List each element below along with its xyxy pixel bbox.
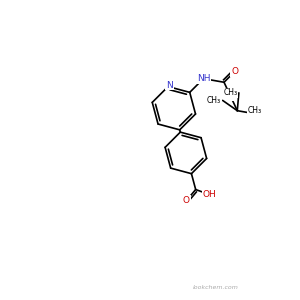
Text: CH₃: CH₃	[248, 106, 262, 115]
Text: CH₃: CH₃	[207, 96, 221, 105]
Text: O: O	[183, 196, 190, 205]
Text: CH₃: CH₃	[223, 88, 237, 97]
Text: O: O	[227, 91, 234, 100]
Text: lookchem.com: lookchem.com	[193, 285, 238, 290]
Text: OH: OH	[202, 190, 216, 199]
Text: O: O	[231, 67, 238, 76]
Text: N: N	[166, 81, 173, 90]
Text: NH: NH	[197, 74, 210, 83]
